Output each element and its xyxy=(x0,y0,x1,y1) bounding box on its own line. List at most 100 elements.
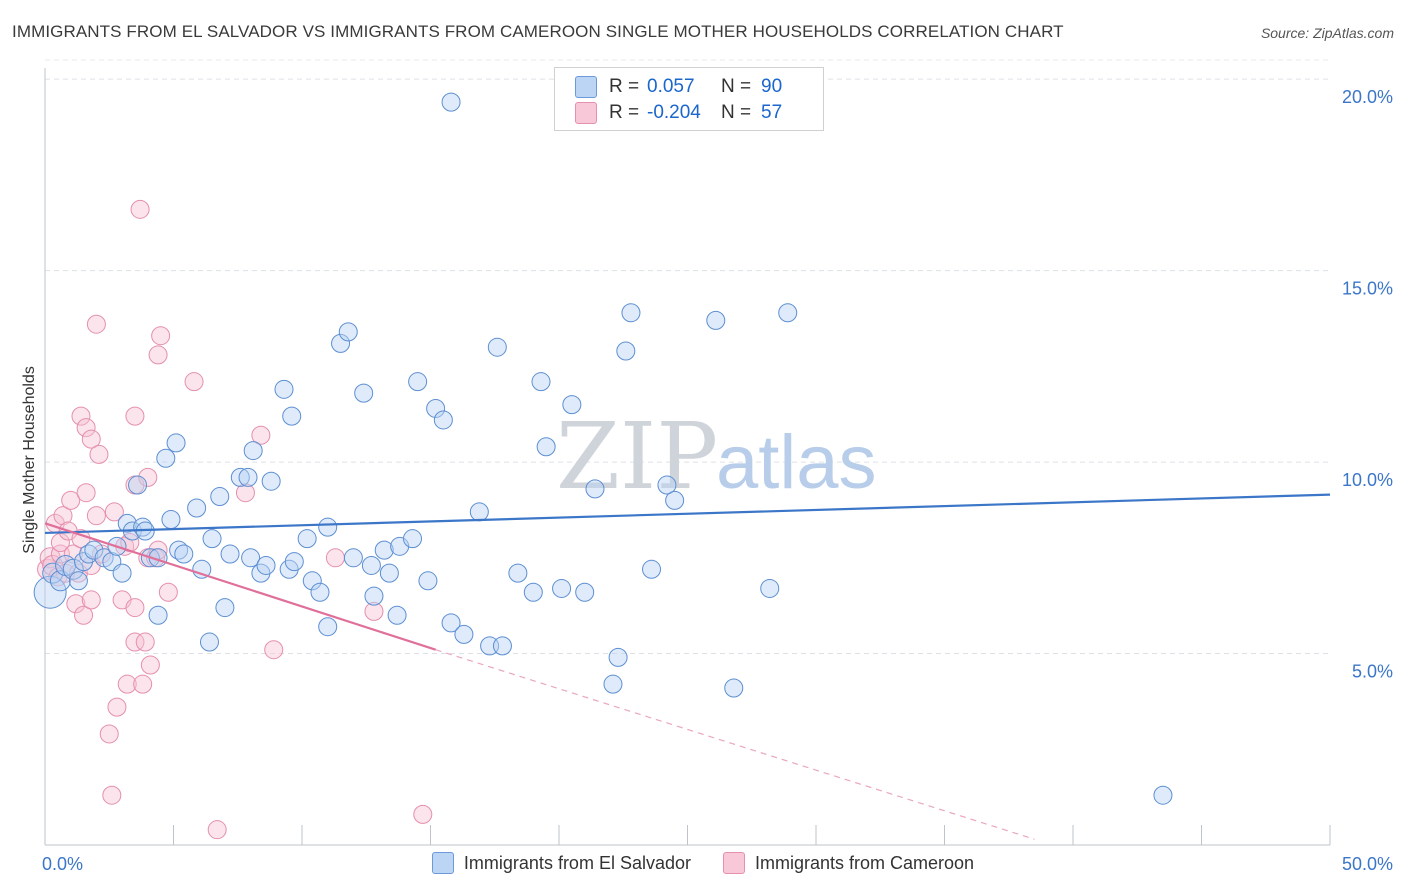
data-point xyxy=(140,655,160,675)
data-point xyxy=(608,647,628,667)
data-point xyxy=(169,540,189,560)
data-point xyxy=(665,490,685,510)
data-point xyxy=(318,617,338,637)
data-point xyxy=(230,467,250,487)
data-point xyxy=(778,303,798,323)
trend-line-cameroon-extension xyxy=(435,649,1035,840)
axes xyxy=(44,68,1331,846)
y-tick-label: 15.0% xyxy=(1342,279,1393,299)
data-point xyxy=(724,678,744,698)
data-point xyxy=(125,598,145,618)
trend-line-el-salvador xyxy=(44,493,1331,535)
data-point xyxy=(125,406,145,426)
data-point xyxy=(81,590,101,610)
data-point xyxy=(562,395,582,415)
data-point xyxy=(297,529,317,549)
data-point xyxy=(261,471,281,491)
data-point xyxy=(603,674,623,694)
data-point xyxy=(361,555,381,575)
data-point xyxy=(235,483,255,503)
data-point xyxy=(102,785,122,805)
data-point xyxy=(104,502,124,522)
data-point xyxy=(575,582,595,602)
data-point xyxy=(413,804,433,824)
data-point xyxy=(338,322,358,342)
watermark: ZIP atlas xyxy=(556,403,877,510)
legend-r-value: 0.057 xyxy=(647,76,695,97)
data-point xyxy=(39,547,61,569)
data-point xyxy=(251,425,271,445)
data-point xyxy=(53,506,73,526)
data-point xyxy=(107,697,127,717)
watermark-zip: ZIP xyxy=(556,403,718,510)
data-point xyxy=(71,406,91,426)
legend-n-value: 90 xyxy=(761,76,783,97)
data-point xyxy=(364,601,384,621)
data-point xyxy=(117,674,137,694)
data-point xyxy=(125,632,145,652)
y-tick-label: 10.0% xyxy=(1342,470,1393,490)
data-point xyxy=(706,310,726,330)
trend-lines xyxy=(44,493,1331,840)
data-point xyxy=(454,624,474,644)
data-point xyxy=(616,341,636,361)
data-point xyxy=(441,92,461,112)
data-point xyxy=(33,575,67,609)
data-point xyxy=(241,548,261,568)
data-point xyxy=(81,429,101,449)
data-point xyxy=(156,448,176,468)
chart-title: IMMIGRANTS FROM EL SALVADOR VS IMMIGRANT… xyxy=(12,22,1064,41)
data-point xyxy=(243,441,263,461)
data-point xyxy=(387,605,407,625)
data-point xyxy=(42,554,64,576)
data-point xyxy=(403,529,423,549)
x-tick-label: 0.0% xyxy=(42,854,83,874)
data-point xyxy=(135,632,155,652)
data-point xyxy=(364,586,384,606)
data-point xyxy=(187,498,207,518)
data-point xyxy=(379,563,399,583)
data-point xyxy=(79,544,99,564)
data-point xyxy=(256,555,276,575)
data-point xyxy=(76,418,96,438)
data-point xyxy=(284,552,304,572)
data-point xyxy=(128,475,148,495)
tick-labels: 5.0% 10.0% 15.0% 20.0% 0.0% 50.0% xyxy=(42,87,1393,874)
x-tick-label: 50.0% xyxy=(1342,854,1393,874)
data-point xyxy=(1153,785,1173,805)
grid-lines xyxy=(45,59,1330,655)
data-point xyxy=(657,475,677,495)
watermark-atlas: atlas xyxy=(716,420,877,505)
trend-line-cameroon xyxy=(44,522,436,651)
data-point xyxy=(318,517,338,537)
data-point xyxy=(621,303,641,323)
series-legend: Immigrants from El Salvador Immigrants f… xyxy=(0,852,1406,874)
legend-swatch-blue xyxy=(575,76,597,98)
data-point xyxy=(148,345,168,365)
data-point xyxy=(66,594,86,614)
legend-item-cameroon: Immigrants from Cameroon xyxy=(723,852,974,874)
data-point xyxy=(184,372,204,392)
y-tick-label: 5.0% xyxy=(1352,662,1393,682)
data-point xyxy=(133,674,153,694)
data-point xyxy=(84,540,104,560)
data-point xyxy=(158,582,178,602)
legend-label-cameroon: Immigrants from Cameroon xyxy=(755,852,975,873)
data-point xyxy=(274,379,294,399)
data-point xyxy=(426,398,446,418)
data-point xyxy=(174,544,194,564)
legend-n-label: N = xyxy=(721,102,752,123)
data-point xyxy=(531,372,551,392)
data-point xyxy=(282,406,302,426)
data-point xyxy=(112,563,132,583)
data-point xyxy=(331,333,351,353)
data-point xyxy=(192,559,212,579)
data-point xyxy=(487,337,507,357)
data-point xyxy=(86,314,106,334)
data-point xyxy=(354,383,374,403)
legend-item-el-salvador: Immigrants from El Salvador xyxy=(431,852,691,874)
data-point xyxy=(302,571,322,591)
data-point xyxy=(418,571,438,591)
data-point xyxy=(523,582,543,602)
legend-row-cameroon: R = -0.204 N = 57 xyxy=(575,101,782,125)
